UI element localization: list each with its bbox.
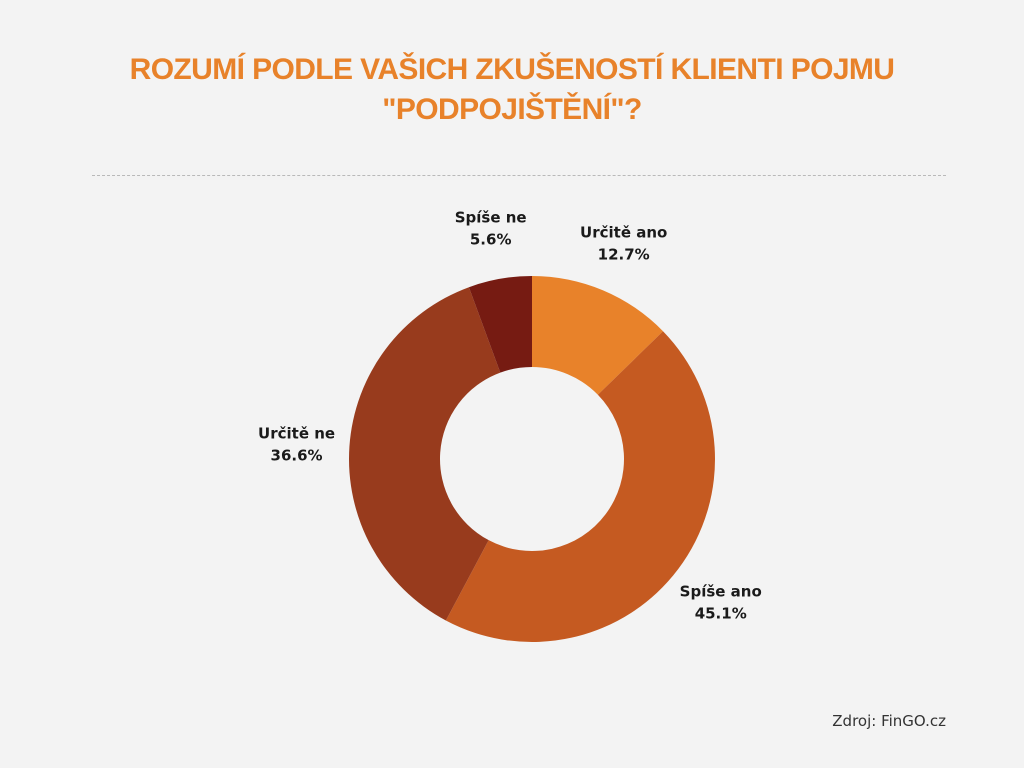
slice-value-label: 45.1% — [695, 605, 747, 623]
chart-title: ROZUMÍ PODLE VAŠICH ZKUŠENOSTÍ KLIENTI P… — [80, 50, 944, 130]
donut-slice-urcite-ano — [532, 276, 664, 395]
slice-label-spise-ano: Spíše ano 45.1% — [680, 583, 762, 623]
title-divider — [92, 175, 946, 176]
slice-label-spise-ne: Spíše ne 5.6% — [455, 209, 527, 249]
donut-slice-spise-ne — [468, 276, 532, 373]
slice-label-urcite-ano: Určitě ano 12.7% — [580, 224, 667, 264]
slice-value-label: 5.6% — [470, 231, 512, 249]
slice-category-label: Určitě ne — [258, 425, 335, 443]
slice-category-label: Určitě ano — [580, 224, 667, 242]
donut-slice-urcite-ne — [348, 287, 501, 621]
slice-label-urcite-ne: Určitě ne 36.6% — [258, 425, 335, 465]
donut-slice-spise-ano — [445, 331, 716, 643]
source-note: Zdroj: FinGO.cz — [832, 712, 946, 730]
slice-value-label: 12.7% — [598, 246, 650, 264]
chart-title-line-2: "PODPOJIŠTĚNÍ"? — [382, 93, 642, 126]
slice-category-label: Spíše ano — [680, 583, 762, 601]
slice-value-label: 36.6% — [271, 447, 323, 465]
slice-category-label: Spíše ne — [455, 209, 527, 227]
chart-title-line-1: ROZUMÍ PODLE VAŠICH ZKUŠENOSTÍ KLIENTI P… — [129, 53, 895, 86]
